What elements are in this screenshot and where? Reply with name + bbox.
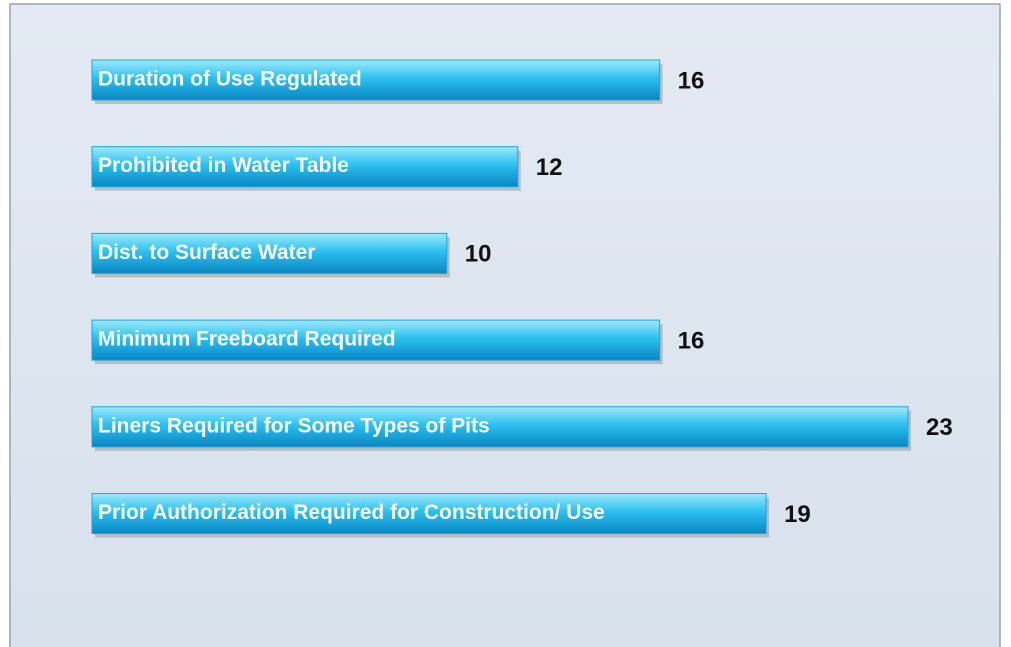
bar-label: Liners Required for Some Types of Pits bbox=[98, 414, 490, 437]
value-label: 16 bbox=[678, 327, 705, 354]
bar bbox=[91, 406, 909, 448]
value-label: 19 bbox=[784, 501, 811, 528]
bar bbox=[91, 319, 661, 361]
bar bbox=[91, 59, 661, 101]
value-label: 16 bbox=[678, 67, 705, 94]
bar-label: Prior Authorization Required for Constru… bbox=[98, 501, 605, 524]
bar bbox=[91, 146, 519, 188]
bar bbox=[91, 232, 448, 274]
bar-label: Dist. to Surface Water bbox=[98, 241, 315, 264]
value-label: 23 bbox=[926, 414, 953, 441]
value-label: 10 bbox=[465, 241, 492, 268]
value-label: 12 bbox=[536, 154, 563, 181]
bar-label: Minimum Freeboard Required bbox=[98, 328, 396, 351]
bar bbox=[91, 493, 767, 534]
bar-label: Duration of Use Regulated bbox=[98, 68, 362, 91]
bar-label: Prohibited in Water Table bbox=[98, 154, 349, 177]
